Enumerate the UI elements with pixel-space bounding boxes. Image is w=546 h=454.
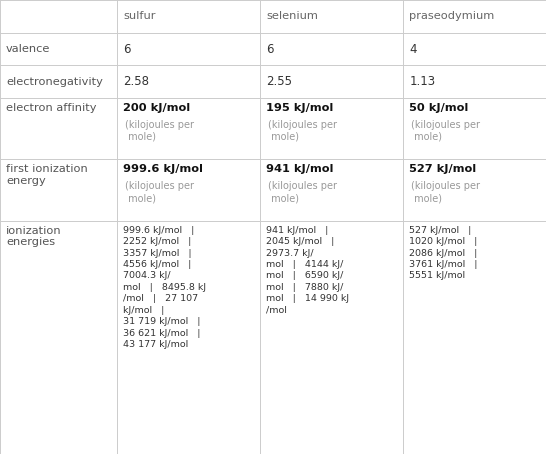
Text: praseodymium: praseodymium xyxy=(410,11,495,21)
Text: selenium: selenium xyxy=(266,11,318,21)
Text: electron affinity: electron affinity xyxy=(6,103,97,113)
Text: 6: 6 xyxy=(266,43,274,55)
Text: 50 kJ/mol: 50 kJ/mol xyxy=(410,103,469,113)
Text: 999.6 kJ/mol   |
2252 kJ/mol   |
3357 kJ/mol   |
4556 kJ/mol   |
7004.3 kJ/
mol : 999.6 kJ/mol | 2252 kJ/mol | 3357 kJ/mol… xyxy=(123,226,206,349)
Text: 941 kJ/mol: 941 kJ/mol xyxy=(266,164,334,174)
Text: ionization
energies: ionization energies xyxy=(6,226,62,247)
Text: 2.58: 2.58 xyxy=(123,75,150,88)
Text: (kilojoules per
 mole): (kilojoules per mole) xyxy=(412,119,480,142)
Text: electronegativity: electronegativity xyxy=(6,77,103,87)
Text: 941 kJ/mol   |
2045 kJ/mol   |
2973.7 kJ/
mol   |   4144 kJ/
mol   |   6590 kJ/
: 941 kJ/mol | 2045 kJ/mol | 2973.7 kJ/ mo… xyxy=(266,226,349,315)
Text: (kilojoules per
 mole): (kilojoules per mole) xyxy=(412,181,480,203)
Text: 999.6 kJ/mol: 999.6 kJ/mol xyxy=(123,164,204,174)
Text: first ionization
energy: first ionization energy xyxy=(6,164,88,186)
Text: 2.55: 2.55 xyxy=(266,75,293,88)
Text: 195 kJ/mol: 195 kJ/mol xyxy=(266,103,334,113)
Text: (kilojoules per
 mole): (kilojoules per mole) xyxy=(126,181,194,203)
Text: valence: valence xyxy=(6,44,50,54)
Text: 527 kJ/mol   |
1020 kJ/mol   |
2086 kJ/mol   |
3761 kJ/mol   |
5551 kJ/mol: 527 kJ/mol | 1020 kJ/mol | 2086 kJ/mol |… xyxy=(410,226,478,281)
Text: 527 kJ/mol: 527 kJ/mol xyxy=(410,164,477,174)
Text: sulfur: sulfur xyxy=(123,11,156,21)
Text: (kilojoules per
 mole): (kilojoules per mole) xyxy=(126,119,194,142)
Text: 4: 4 xyxy=(410,43,417,55)
Text: 1.13: 1.13 xyxy=(410,75,436,88)
Text: (kilojoules per
 mole): (kilojoules per mole) xyxy=(269,181,337,203)
Text: (kilojoules per
 mole): (kilojoules per mole) xyxy=(269,119,337,142)
Text: 6: 6 xyxy=(123,43,131,55)
Text: 200 kJ/mol: 200 kJ/mol xyxy=(123,103,191,113)
